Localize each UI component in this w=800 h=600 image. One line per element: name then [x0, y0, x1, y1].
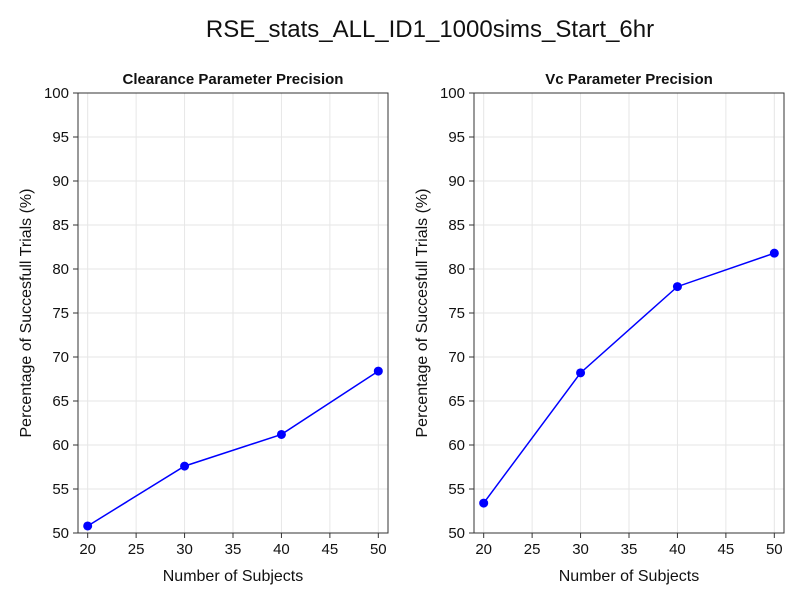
y-tick-label: 60	[448, 437, 465, 454]
data-point	[576, 368, 586, 378]
x-tick-label: 20	[475, 541, 492, 558]
plot-title: Clearance Parameter Precision	[123, 71, 344, 88]
x-tick-label: 45	[718, 541, 735, 558]
y-tick-label: 55	[448, 481, 465, 498]
y-tick-label: 95	[52, 129, 69, 146]
plot-title: Vc Parameter Precision	[545, 71, 713, 88]
y-tick-label: 75	[52, 305, 69, 322]
data-point	[672, 282, 682, 292]
x-tick-label: 35	[225, 541, 242, 558]
x-tick-label: 40	[273, 541, 290, 558]
figure-title: RSE_stats_ALL_ID1_1000sims_Start_6hr	[205, 16, 655, 43]
y-tick-label: 60	[52, 437, 69, 454]
x-tick-label: 20	[79, 541, 96, 558]
y-tick-label: 70	[448, 349, 465, 366]
data-point	[479, 498, 489, 508]
y-tick-label: 50	[52, 525, 69, 542]
y-axis-label: Percentage of Succesfull Trials (%)	[18, 189, 35, 438]
y-tick-label: 95	[448, 129, 465, 146]
x-tick-label: 25	[524, 541, 541, 558]
plot-panel-1: 20 25 30 35 40 45 50 50 55 60 65 70 75 80 85 90 95 100 Cle…	[18, 71, 389, 585]
data-point	[276, 429, 286, 439]
x-tick-label: 35	[621, 541, 638, 558]
x-tick-label: 30	[176, 541, 193, 558]
x-tick-label: 45	[322, 541, 339, 558]
y-tick-label: 70	[52, 349, 69, 366]
series-line	[87, 370, 379, 527]
y-tick-label: 85	[448, 217, 465, 234]
x-tick-label: 30	[572, 541, 589, 558]
y-tick-label: 90	[52, 173, 69, 190]
plot-panel-2: 20 25 30 35 40 45 50 50 55 60 65 70 75 80 85 90 95 100 Vc …	[414, 71, 785, 585]
x-tick-label: 50	[370, 541, 387, 558]
y-tick-label: 80	[448, 261, 465, 278]
data-point	[83, 521, 93, 531]
y-tick-label: 100	[44, 85, 69, 102]
x-tick-label: 50	[766, 541, 783, 558]
y-tick-label: 55	[52, 481, 69, 498]
y-tick-label: 50	[448, 525, 465, 542]
data-point	[769, 248, 779, 258]
y-tick-label: 85	[52, 217, 69, 234]
data-point	[373, 366, 383, 376]
series-line	[483, 252, 775, 504]
y-tick-label: 90	[448, 173, 465, 190]
x-tick-label: 40	[669, 541, 686, 558]
x-axis-label: Number of Subjects	[163, 568, 304, 585]
y-tick-label: 65	[52, 393, 69, 410]
x-axis-label: Number of Subjects	[559, 568, 700, 585]
y-tick-label: 75	[448, 305, 465, 322]
y-axis-label: Percentage of Succesfull Trials (%)	[414, 189, 431, 438]
y-tick-label: 100	[440, 85, 465, 102]
x-tick-label: 25	[128, 541, 145, 558]
y-tick-label: 65	[448, 393, 465, 410]
data-point	[180, 461, 190, 471]
y-tick-label: 80	[52, 261, 69, 278]
